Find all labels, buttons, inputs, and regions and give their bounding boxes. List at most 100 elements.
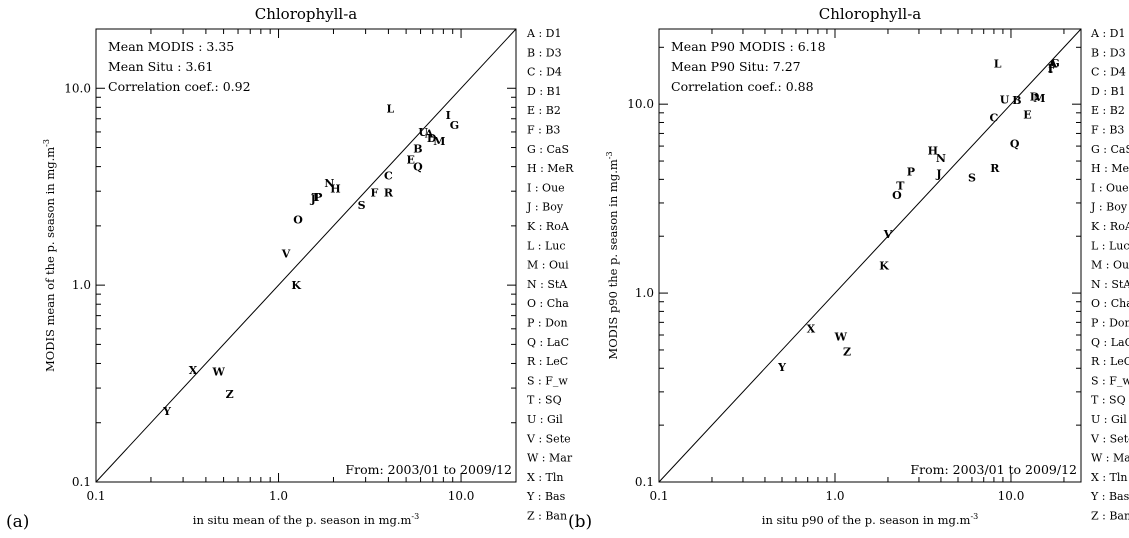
legend-item: O : Cha xyxy=(1091,297,1129,310)
data-point-z: Z xyxy=(226,388,234,401)
x-axis-label: in situ mean of the p. season in mg.m-3 xyxy=(193,512,419,527)
chart-title: Chlorophyll-a xyxy=(255,5,358,23)
legend-item: H : MeR xyxy=(1091,162,1129,175)
legend-item: B : D3 xyxy=(527,46,562,59)
stats-line: Mean Situ : 3.61 xyxy=(108,59,213,74)
data-point-o: O xyxy=(892,189,902,202)
legend-item: E : B2 xyxy=(527,104,561,117)
y-tick-label: 1.0 xyxy=(72,278,91,292)
legend-item: X : Tln xyxy=(1091,471,1127,484)
data-point-m: M xyxy=(1033,92,1045,105)
legend-item: F : B3 xyxy=(1091,124,1124,137)
y-tick-label: 10.0 xyxy=(627,97,654,111)
data-point-c: C xyxy=(384,170,393,183)
data-point-p: P xyxy=(314,191,322,204)
data-point-i: I xyxy=(446,109,451,122)
legend-item: Z : Ban xyxy=(1091,510,1129,523)
legend-item: W : Mar xyxy=(1091,452,1129,465)
legend-item: V : Sete xyxy=(526,432,571,445)
legend-item: C : D4 xyxy=(1091,66,1126,79)
data-point-y: Y xyxy=(777,361,786,374)
legend-item: R : LeC xyxy=(527,355,568,368)
data-point-m: M xyxy=(433,135,445,148)
data-point-b: B xyxy=(413,142,422,155)
plot-frame xyxy=(95,28,517,483)
legend-item: Z : Ban xyxy=(527,510,567,523)
legend-item: I : Oue xyxy=(527,181,565,194)
data-point-t: T xyxy=(312,191,321,204)
stats-line: Correlation coef.: 0.92 xyxy=(108,79,251,94)
data-point-o: O xyxy=(293,214,303,227)
legend-item: T : SQ xyxy=(527,394,562,407)
data-point-w: W xyxy=(834,330,848,343)
data-point-u: U xyxy=(1000,93,1010,106)
legend-item: B : D3 xyxy=(1091,46,1126,59)
stats-line: Correlation coef.: 0.88 xyxy=(671,79,814,94)
legend-item: M : Oui xyxy=(527,259,569,272)
legend-item: F : B3 xyxy=(527,124,560,137)
data-point-e: E xyxy=(407,153,415,166)
legend-item: T : SQ xyxy=(1091,394,1126,407)
legend-item: S : F_w xyxy=(527,374,568,387)
legend-item: Q : LaC xyxy=(527,336,569,349)
data-point-j: J xyxy=(310,193,316,206)
legend-item: R : LeC xyxy=(1091,355,1129,368)
data-point-a: A xyxy=(424,127,434,140)
data-point-k: K xyxy=(291,279,301,292)
data-point-i: I xyxy=(1048,63,1053,76)
stats-line: Mean P90 Situ: 7.27 xyxy=(671,59,801,74)
data-point-v: V xyxy=(883,228,893,241)
legend-item: A : D1 xyxy=(1090,27,1125,40)
legend-item: Y : Bas xyxy=(1090,490,1129,503)
legend-item: G : CaS xyxy=(527,143,569,156)
legend-item: M : Oui xyxy=(1091,259,1129,272)
x-axis-label: in situ p90 of the p. season in mg.m-3 xyxy=(762,512,978,527)
data-point-g: G xyxy=(1050,57,1059,70)
data-point-n: N xyxy=(324,177,334,190)
data-point-n: N xyxy=(936,152,946,165)
data-point-g: G xyxy=(450,119,459,132)
data-point-z: Z xyxy=(843,346,851,359)
chart-title: Chlorophyll-a xyxy=(819,5,922,23)
data-point-x: X xyxy=(189,364,198,377)
x-tick-label: 10.0 xyxy=(448,489,475,503)
data-point-k: K xyxy=(879,259,889,272)
legend-item: P : Don xyxy=(527,317,568,330)
x-tick-label: 10.0 xyxy=(998,489,1025,503)
legend-item: U : Gil xyxy=(527,413,563,426)
data-point-t: T xyxy=(896,180,905,193)
legend-item: Y : Bas xyxy=(526,490,566,503)
y-tick-label: 1.0 xyxy=(635,286,654,300)
y-axis-label: MODIS p90 the p. season in mg.m-3 xyxy=(605,151,620,359)
legend-item: H : MeR xyxy=(527,162,574,175)
y-tick-label: 0.1 xyxy=(635,475,654,489)
legend-item: N : StA xyxy=(1091,278,1129,291)
stats-line: Mean MODIS : 3.35 xyxy=(108,39,234,54)
data-point-w: W xyxy=(211,365,225,378)
identity-line xyxy=(658,28,1082,483)
identity-line xyxy=(95,28,517,483)
x-tick-label: 1.0 xyxy=(269,489,288,503)
legend-item: P : Don xyxy=(1091,317,1129,330)
period-label: From: 2003/01 to 2009/12 xyxy=(910,462,1077,477)
data-point-f: F xyxy=(1048,62,1056,75)
legend-item: D : B1 xyxy=(1091,85,1126,98)
legend-item: X : Tln xyxy=(527,471,563,484)
x-tick-label: 1.0 xyxy=(825,489,844,503)
y-axis-label: MODIS mean of the p. season in mg.m-3 xyxy=(42,139,57,372)
legend-item: K : RoA xyxy=(1091,220,1129,233)
data-point-q: Q xyxy=(413,161,423,174)
data-point-v: V xyxy=(281,247,291,260)
legend-item: W : Mar xyxy=(527,452,573,465)
y-tick-label: 0.1 xyxy=(72,475,91,489)
data-point-u: U xyxy=(418,126,428,139)
legend-item: D : B1 xyxy=(527,85,562,98)
data-point-r: R xyxy=(384,187,394,200)
data-point-a: A xyxy=(1048,58,1058,71)
chart-panel-b: 0.1 1.0 10.0 0.1 1.0 10.0 Chlorophyll-a in situ… xyxy=(568,5,1129,532)
chart-panel-a: 0.1 1.0 10.0 0.1 1.0 10.0 Chlorophyll-a in situ… xyxy=(6,5,574,532)
data-point-h: H xyxy=(330,182,340,195)
data-point-s: S xyxy=(968,171,976,184)
data-point-h: H xyxy=(928,144,938,157)
